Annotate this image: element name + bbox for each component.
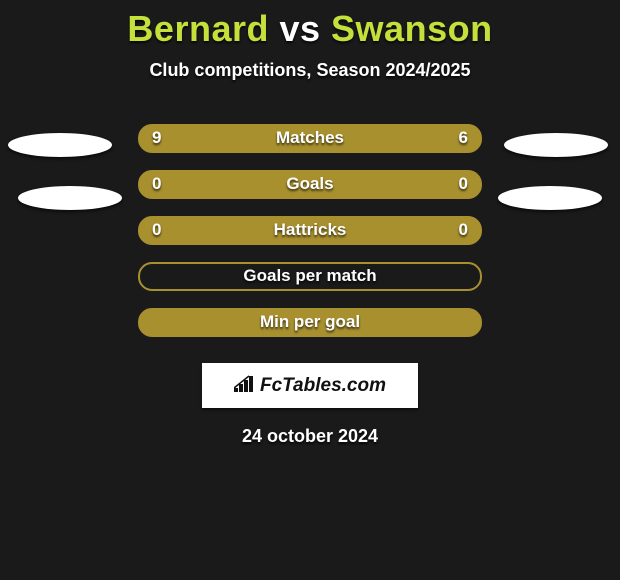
stat-value-right: 0 [459,174,468,194]
bars-icon [234,374,256,398]
stat-label: Goals [286,174,333,194]
player2-name: Swanson [331,8,493,49]
stat-row: Min per goal [0,299,620,345]
page-title: Bernard vs Swanson [0,8,620,50]
brand-label: FcTables.com [260,375,386,397]
stat-row: 0 Goals 0 [0,161,620,207]
stat-value-right: 6 [459,128,468,148]
comparison-card: Bernard vs Swanson Club competitions, Se… [0,8,620,580]
stat-pill: 0 Hattricks 0 [138,216,482,245]
stat-row: 9 Matches 6 [0,115,620,161]
stat-value-right: 0 [459,220,468,240]
stat-rows: 9 Matches 6 0 Goals 0 0 Hattricks 0 Goals per mat… [0,115,620,345]
stat-row: Goals per match [0,253,620,299]
stat-pill: Min per goal [138,308,482,337]
stat-pill: 9 Matches 6 [138,124,482,153]
brand-card: FcTables.com [202,363,418,408]
stat-value-left: 0 [152,220,161,240]
subtitle: Club competitions, Season 2024/2025 [0,60,620,81]
title-vs: vs [279,8,320,49]
stat-label: Min per goal [260,312,360,332]
date: 24 october 2024 [0,426,620,447]
stat-pill: 0 Goals 0 [138,170,482,199]
stat-label: Hattricks [274,220,347,240]
brand: FcTables.com [234,374,386,398]
stat-row: 0 Hattricks 0 [0,207,620,253]
stat-label: Matches [276,128,344,148]
stat-label: Goals per match [243,266,376,286]
stat-value-left: 9 [152,128,161,148]
stat-value-left: 0 [152,174,161,194]
player1-name: Bernard [127,8,269,49]
stat-pill: Goals per match [138,262,482,291]
